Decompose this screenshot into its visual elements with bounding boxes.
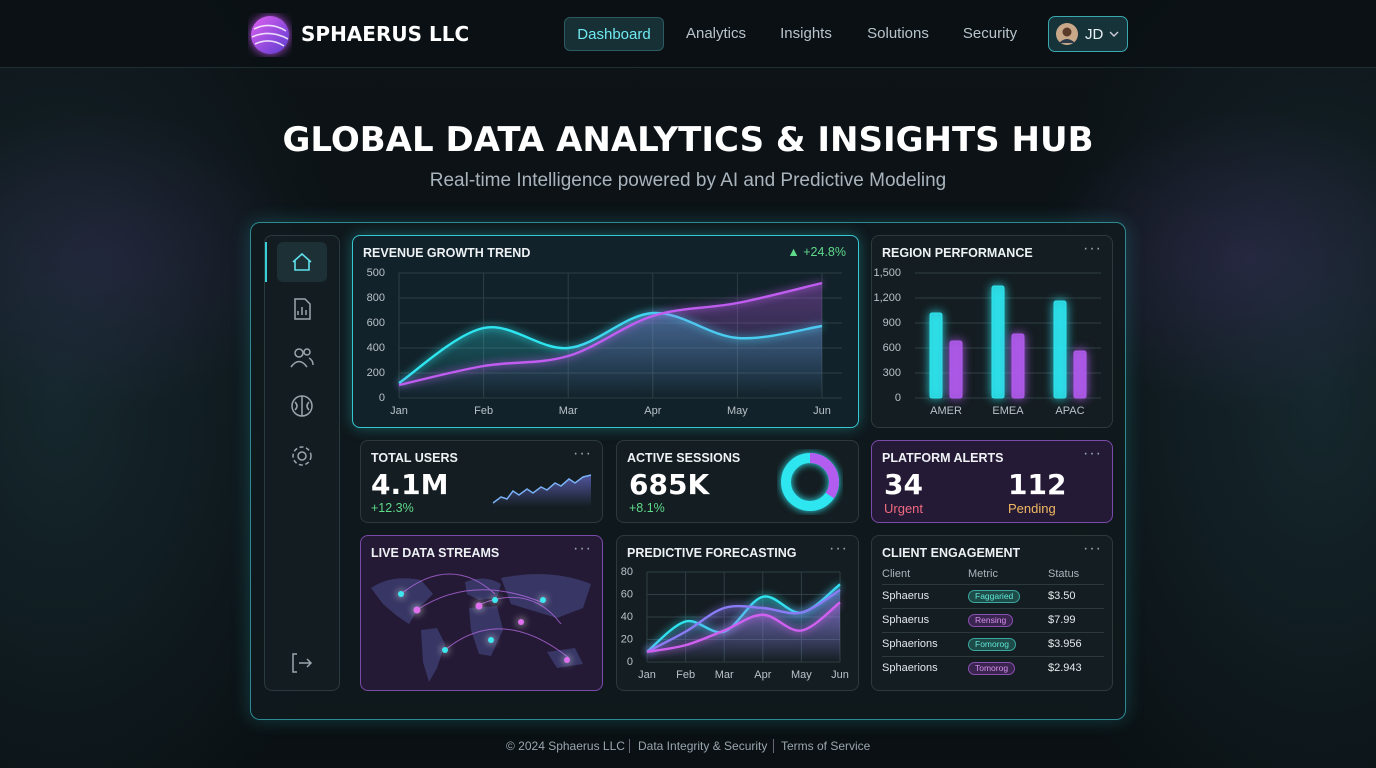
footer-divider bbox=[773, 739, 774, 753]
footer-link[interactable]: Terms of Service bbox=[781, 739, 871, 753]
card-title: ACTIVE SESSIONS bbox=[627, 451, 741, 465]
card-title: CLIENT ENGAGEMENT bbox=[882, 546, 1021, 560]
card-title: REGION PERFORMANCE bbox=[882, 246, 1033, 260]
chevron bbox=[1109, 31, 1119, 37]
home-icon[interactable] bbox=[292, 252, 312, 271]
footer-divider bbox=[629, 739, 630, 753]
card-title: PLATFORM ALERTS bbox=[882, 451, 1004, 465]
metric-pill: Fomorog bbox=[968, 638, 1017, 651]
user-initials: JD bbox=[1085, 26, 1104, 43]
nav-link[interactable]: Solutions bbox=[867, 25, 929, 42]
table-cell: $7.99 bbox=[1048, 614, 1076, 626]
growth-value: +24.8% bbox=[803, 245, 846, 259]
menu-dots[interactable]: ··· bbox=[1083, 540, 1102, 557]
growth-badge: ▲ +24.8% bbox=[787, 245, 846, 259]
table-card: CLIENT ENGAGEMENT ··· Client Metric Status S… bbox=[871, 535, 1113, 691]
row-divider bbox=[882, 632, 1104, 633]
map-card: LIVE DATA STREAMS ··· bbox=[360, 535, 603, 691]
table-cell: $3.956 bbox=[1048, 638, 1082, 650]
alert-label: Urgent bbox=[884, 501, 924, 516]
table-cell: Sphaerions bbox=[882, 662, 938, 674]
alerts-card: PLATFORM ALERTS ··· 34 Urgent 112 Pending bbox=[871, 440, 1113, 523]
table-cell: Sphaerus bbox=[882, 590, 930, 602]
user-menu[interactable]: JD bbox=[1048, 16, 1128, 52]
brand: SPHAERUS LLC bbox=[301, 22, 470, 46]
stat-change: +12.3% bbox=[371, 501, 414, 515]
table-cell: $3.50 bbox=[1048, 590, 1076, 602]
card-title: PREDICTIVE FORECASTING bbox=[627, 546, 797, 560]
row-divider bbox=[882, 656, 1104, 657]
alert-label: Pending bbox=[1008, 501, 1056, 516]
card-title: REVENUE GROWTH TREND bbox=[363, 246, 531, 260]
table-header: Status bbox=[1048, 568, 1080, 580]
menu-dots[interactable]: ··· bbox=[573, 445, 592, 462]
sessions-card: ACTIVE SESSIONS 685K +8.1% bbox=[616, 440, 859, 523]
report-icon[interactable] bbox=[294, 298, 311, 320]
table-cell: Sphaerus bbox=[882, 614, 930, 626]
table-cell: $2.943 bbox=[1048, 662, 1082, 674]
alert-count: 112 bbox=[1008, 468, 1067, 501]
sidebar-icons bbox=[265, 242, 327, 673]
nav-link[interactable]: Analytics bbox=[685, 25, 747, 42]
hero-subtitle: Real-time Intelligence powered by AI and… bbox=[429, 170, 947, 191]
active-indicator bbox=[265, 242, 267, 282]
card-title: TOTAL USERS bbox=[371, 451, 458, 465]
card-title: LIVE DATA STREAMS bbox=[371, 546, 500, 560]
menu-dots[interactable]: ··· bbox=[829, 540, 848, 557]
users-icon[interactable] bbox=[290, 348, 314, 368]
avatar bbox=[1056, 23, 1078, 45]
footer-link[interactable]: Data Integrity & Security bbox=[638, 739, 768, 753]
settings-icon[interactable] bbox=[292, 446, 312, 466]
active-icon-bg bbox=[277, 242, 327, 282]
nav-link[interactable]: Dashboard bbox=[564, 17, 664, 51]
menu-dots[interactable]: ··· bbox=[1083, 445, 1102, 462]
row-divider bbox=[882, 608, 1104, 609]
table-cell: Sphaerions bbox=[882, 638, 938, 650]
brain-icon[interactable] bbox=[291, 395, 313, 417]
menu-dots[interactable]: ··· bbox=[573, 540, 592, 557]
nav-bar: SPHAERUS LLC Dashboard Analytics Insight… bbox=[0, 0, 1376, 68]
world-map bbox=[371, 573, 591, 682]
hero-title: GLOBAL DATA ANALYTICS & INSIGHTS HUB bbox=[282, 120, 1094, 160]
logout-icon[interactable] bbox=[292, 653, 313, 673]
forecast-card: PREDICTIVE FORECASTING ··· bbox=[616, 535, 859, 691]
menu-dots[interactable]: ··· bbox=[1083, 240, 1102, 257]
users-card: TOTAL USERS ··· 4.1M +12.3% bbox=[360, 440, 603, 523]
stat-change: +8.1% bbox=[629, 501, 665, 515]
sparkline bbox=[492, 474, 592, 507]
stat-value: 685K bbox=[629, 468, 710, 501]
metric-pill: Faggaried bbox=[968, 590, 1021, 603]
sidebar bbox=[264, 235, 340, 691]
row-divider bbox=[882, 584, 1104, 585]
stat-value: 4.1M bbox=[371, 468, 449, 501]
nav-link[interactable]: Security bbox=[962, 25, 1018, 42]
table-header: Client bbox=[882, 568, 911, 580]
nav-link[interactable]: Insights bbox=[780, 25, 832, 42]
table-header: Metric bbox=[968, 568, 998, 580]
metric-pill: Rensing bbox=[968, 614, 1014, 627]
alert-count: 34 bbox=[884, 468, 923, 501]
logo bbox=[251, 16, 289, 54]
metric-pill: Tomorog bbox=[968, 662, 1016, 675]
revenue-card: REVENUE GROWTH TREND ▲ +24.8% bbox=[352, 235, 859, 428]
region-card: REGION PERFORMANCE ··· bbox=[871, 235, 1113, 428]
donut bbox=[781, 453, 839, 511]
footer-text: © 2024 Sphaerus LLC bbox=[506, 739, 625, 753]
